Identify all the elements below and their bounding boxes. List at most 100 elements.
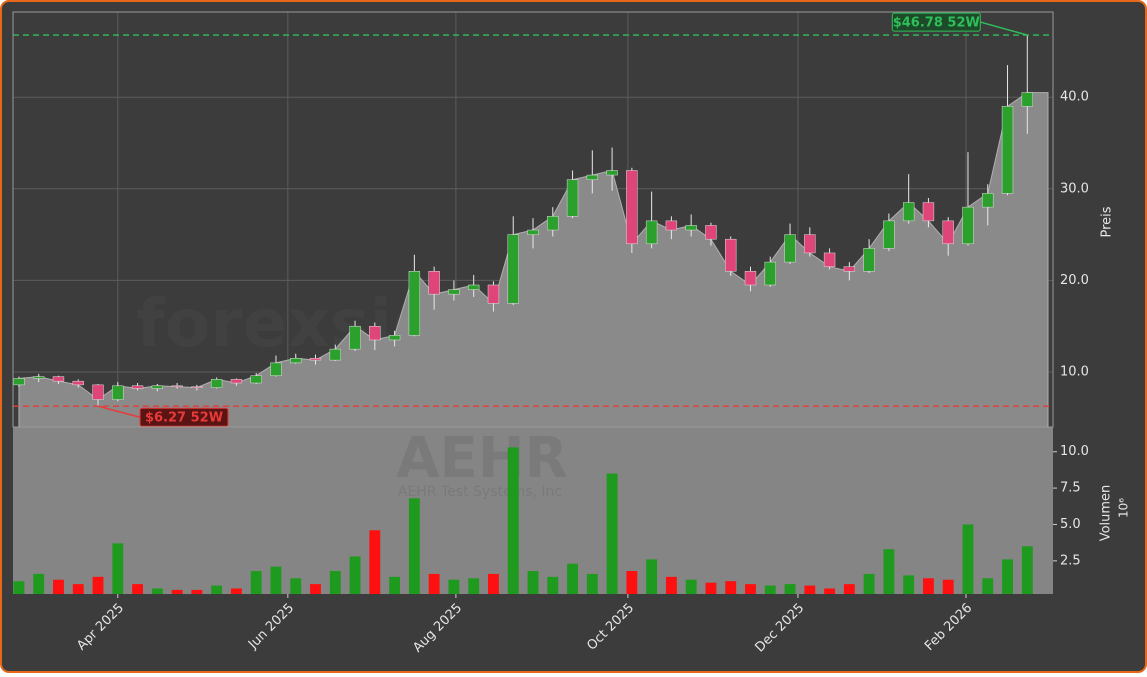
candle-body: [606, 170, 618, 176]
candle-body: [270, 362, 282, 376]
candle-body: [309, 358, 322, 361]
volume-bar: [389, 576, 401, 594]
volume-bar: [1021, 546, 1033, 594]
candle-body: [33, 376, 45, 379]
annotation-label: $6.27 52W: [145, 411, 223, 426]
volume-bar: [310, 584, 321, 594]
volume-tick-label: 7.5: [1060, 481, 1081, 496]
volume-bar: [804, 585, 816, 594]
volume-bar: [665, 576, 677, 594]
volume-bar: [824, 588, 836, 594]
volume-bar: [942, 579, 954, 594]
volume-bar: [784, 584, 796, 594]
candle-body: [1021, 92, 1033, 107]
volume-bar: [369, 530, 381, 594]
candle-body: [171, 385, 183, 388]
candle-body: [388, 335, 401, 341]
volume-bar: [606, 473, 618, 594]
volume-offset: 10⁶: [1117, 498, 1131, 518]
volume-bar: [290, 578, 302, 594]
candle-body: [942, 220, 954, 245]
y-tick-label: 10.0: [1060, 365, 1089, 380]
volume-bar: [329, 571, 341, 594]
candle-body: [764, 261, 776, 286]
volume-bar: [685, 579, 697, 594]
candle-body: [131, 385, 144, 389]
candle-body: [369, 325, 381, 341]
volume-bar: [646, 559, 658, 594]
volume-bar: [112, 543, 124, 594]
volume-bar: [488, 573, 499, 594]
volume-bar: [132, 584, 143, 594]
volume-bar: [863, 573, 875, 594]
volume-bar: [191, 589, 203, 594]
annotation-arrow: [980, 21, 1028, 36]
candle-body: [230, 379, 243, 384]
annotation-arrow: [97, 405, 141, 418]
volume-bar: [33, 573, 45, 594]
volume-bar: [53, 579, 64, 594]
candle-body: [290, 358, 302, 364]
candle-body: [962, 206, 974, 245]
volume-bar: [468, 578, 480, 594]
candle-body: [52, 376, 65, 382]
candle-body: [626, 170, 638, 245]
candle-body: [804, 234, 816, 254]
candle-body: [823, 252, 836, 267]
candle-body: [863, 248, 875, 272]
volume-bar: [13, 581, 25, 594]
volume-bar: [151, 588, 163, 594]
candle-body: [883, 220, 895, 249]
y-tick-label: 20.0: [1060, 273, 1089, 288]
y-tick-label: 40.0: [1060, 90, 1089, 105]
volume-bar: [349, 556, 361, 594]
candle-body: [210, 379, 223, 388]
volume-bar: [883, 549, 895, 594]
volume-axis-label: Volumen: [1099, 485, 1114, 542]
volume-bar: [982, 578, 994, 594]
volume-bar: [448, 579, 460, 594]
candle-body: [13, 378, 25, 386]
candle-body: [547, 216, 559, 231]
candle-body: [527, 229, 539, 235]
candle-body: [92, 384, 104, 400]
volume-bar: [72, 584, 84, 594]
volume-bar: [211, 585, 223, 594]
candle-body: [902, 202, 915, 222]
volume-bar: [92, 576, 104, 594]
candle-body: [72, 380, 84, 386]
candle-body: [448, 289, 460, 295]
candle-body: [645, 220, 658, 245]
candle-body: [112, 385, 124, 400]
candle-body: [408, 271, 421, 336]
candle-body: [349, 325, 361, 350]
candle-body: [566, 179, 579, 217]
volume-bar: [171, 589, 183, 594]
annotation-box: [891, 12, 981, 32]
y-tick-label: 30.0: [1060, 181, 1089, 196]
volume-tick-label: 10.0: [1060, 444, 1089, 459]
candle-body: [922, 202, 935, 222]
candle-body: [784, 234, 796, 263]
volume-bar: [764, 585, 776, 594]
volume-bar: [705, 582, 717, 594]
volume-bar: [408, 498, 420, 594]
volume-bar: [527, 571, 539, 594]
annotation-box: [139, 407, 229, 427]
volume-bar: [923, 578, 934, 594]
volume-bar: [428, 573, 440, 594]
volume-bar: [547, 576, 559, 594]
candle-body: [586, 174, 599, 180]
y-axis-label: Preis: [1100, 206, 1115, 237]
candle-body: [685, 225, 697, 231]
candle-body: [487, 284, 500, 304]
candle-body: [507, 234, 519, 304]
candle-body: [250, 375, 262, 384]
annotation-label: $46.78 52W: [893, 16, 980, 31]
volume-bar: [626, 571, 638, 594]
volume-bar: [745, 584, 756, 594]
volume-bar: [586, 573, 598, 594]
ticker-watermark: AEHR: [396, 426, 568, 491]
candle-body: [705, 225, 717, 240]
